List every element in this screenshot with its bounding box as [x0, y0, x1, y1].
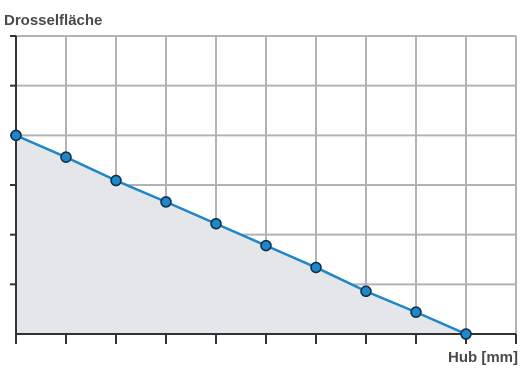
data-point — [310, 261, 322, 274]
data-point — [210, 217, 222, 230]
x-axis-label: Hub [mm] — [448, 349, 518, 366]
area-fill — [16, 135, 466, 334]
data-point — [110, 174, 122, 187]
area-layer — [16, 135, 466, 334]
series-line — [15, 134, 467, 336]
axes — [10, 35, 517, 344]
data-point — [410, 306, 422, 318]
series-line-layer — [15, 134, 467, 336]
data-point — [160, 196, 172, 208]
data-point — [360, 285, 372, 298]
data-point — [460, 328, 472, 340]
data-points — [10, 129, 472, 340]
data-point — [260, 239, 272, 252]
y-axis-label: Drosselfläche — [4, 12, 102, 29]
data-point — [60, 151, 72, 163]
data-point — [10, 129, 22, 142]
